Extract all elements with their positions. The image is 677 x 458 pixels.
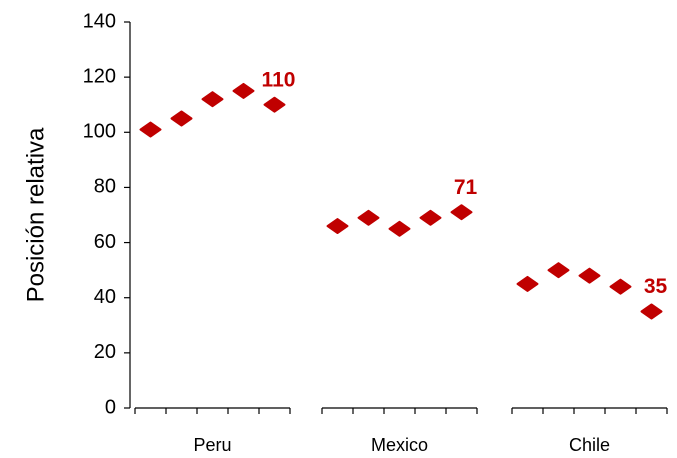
x-group-label: Mexico <box>371 435 428 455</box>
point <box>578 267 601 284</box>
y-tick-label: 0 <box>105 396 116 418</box>
data-label: 35 <box>644 275 668 298</box>
y-tick-label: 40 <box>94 286 116 308</box>
point <box>201 91 224 108</box>
point <box>326 218 349 235</box>
data-label: 110 <box>262 68 296 91</box>
point <box>232 82 255 99</box>
point <box>419 209 442 226</box>
y-tick-label: 80 <box>94 176 116 198</box>
data-label: 71 <box>454 176 478 199</box>
x-group-label: Peru <box>193 435 231 455</box>
y-tick-label: 120 <box>83 65 116 87</box>
y-axis-title: Posición relativa <box>22 127 49 302</box>
point <box>263 96 286 113</box>
point <box>139 121 162 138</box>
point <box>170 110 193 127</box>
y-tick-label: 140 <box>83 10 116 32</box>
point <box>450 204 473 221</box>
x-group-label: Chile <box>569 435 610 455</box>
point <box>609 278 632 295</box>
point <box>640 303 663 320</box>
point <box>547 262 570 279</box>
point <box>516 275 539 292</box>
point <box>388 220 411 237</box>
y-tick-label: 60 <box>94 231 116 253</box>
point <box>357 209 380 226</box>
y-tick-label: 20 <box>94 341 116 363</box>
y-tick-label: 100 <box>83 121 116 143</box>
